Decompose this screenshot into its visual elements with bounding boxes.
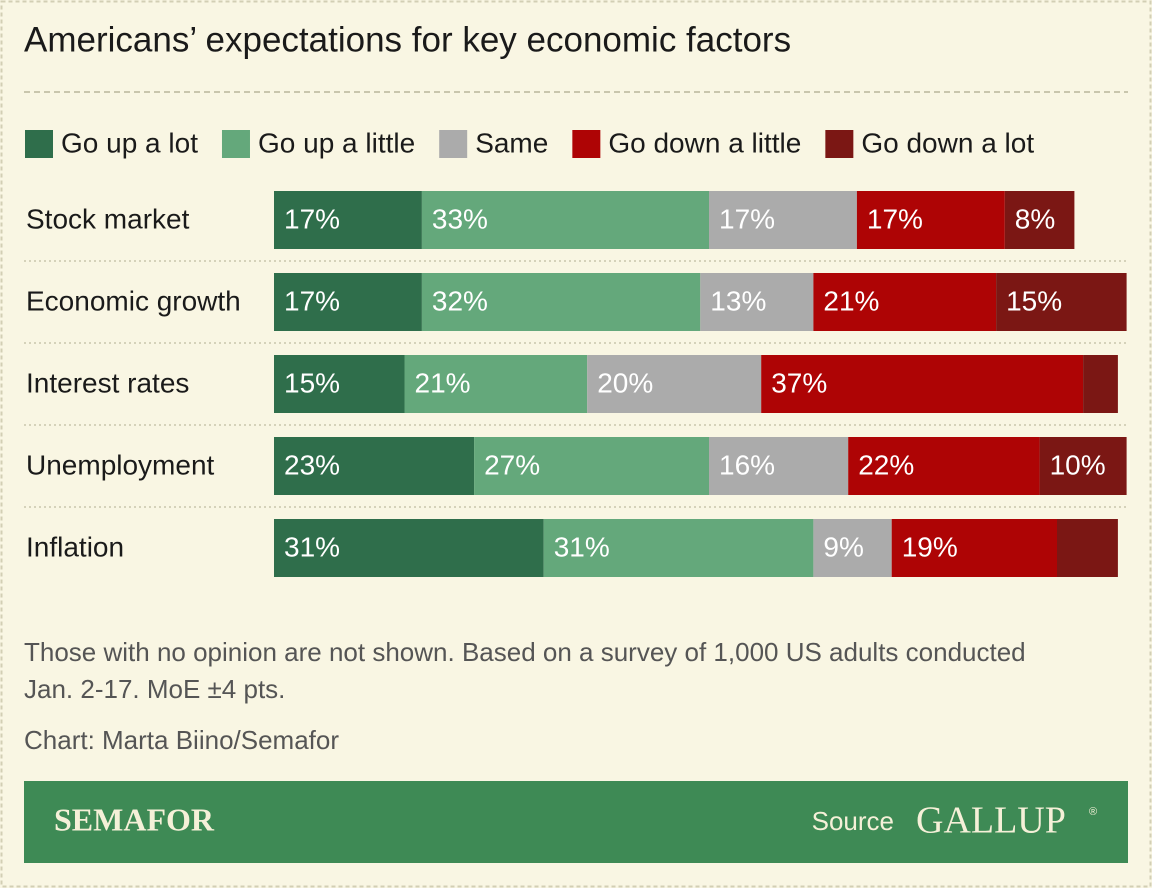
- legend: Go up a lot Go up a little Same Go down a l…: [25, 127, 1034, 158]
- source-label: Source: [812, 806, 894, 836]
- bar-segment: [856, 191, 1005, 249]
- bar-segment: [996, 273, 1127, 331]
- value-label: 17%: [719, 203, 775, 234]
- bar-segment: [543, 519, 814, 577]
- bar-segment: [274, 191, 422, 249]
- value-label: 27%: [484, 449, 540, 480]
- registered-mark: ®: [1089, 806, 1097, 818]
- bar-segment: [709, 191, 857, 249]
- value-label: 21%: [823, 285, 879, 316]
- bar-segment: [709, 437, 849, 495]
- bar-segment: [421, 273, 701, 331]
- legend-label: Same: [475, 127, 548, 158]
- bar-segment: [1057, 519, 1118, 577]
- bar-segment: [274, 519, 544, 577]
- value-label: 9%: [823, 531, 863, 562]
- bar-segment: [761, 355, 1084, 413]
- bar-segment: [1039, 437, 1127, 495]
- legend-swatch: [439, 130, 468, 158]
- bar-segment: [813, 519, 892, 577]
- legend-label: Go down a lot: [861, 127, 1034, 158]
- legend-label: Go up a little: [258, 127, 415, 158]
- value-label: 23%: [284, 449, 340, 480]
- bar-segment: [274, 273, 422, 331]
- value-label: 17%: [284, 203, 340, 234]
- value-label: 33%: [432, 203, 488, 234]
- bar-segment: [1083, 355, 1118, 413]
- value-label: 8%: [1015, 203, 1055, 234]
- category-label: Interest rates: [26, 367, 189, 398]
- bar-segment: [404, 355, 588, 413]
- value-label: 31%: [554, 531, 610, 562]
- category-label: Inflation: [26, 531, 124, 562]
- value-label: 13%: [710, 285, 766, 316]
- legend-swatch: [572, 130, 601, 158]
- value-label: 16%: [719, 449, 775, 480]
- legend-swatch: [221, 130, 250, 158]
- source: GALLUP: [916, 800, 1066, 842]
- value-label: 32%: [432, 285, 488, 316]
- bar-segment: [587, 355, 762, 413]
- bar-segment: [848, 437, 1040, 495]
- bar-segment: [274, 355, 405, 413]
- value-label: 31%: [284, 531, 340, 562]
- value-label: 15%: [284, 367, 340, 398]
- value-label: 20%: [597, 367, 653, 398]
- category-label: Unemployment: [26, 449, 215, 480]
- chart-title: Americans’ expectations for key economic…: [24, 20, 791, 59]
- footer-band: [24, 781, 1128, 863]
- legend-swatch: [25, 130, 53, 158]
- bar-segment: [274, 437, 475, 495]
- value-label: 10%: [1050, 449, 1106, 480]
- value-label: 21%: [415, 367, 471, 398]
- legend-label: Go up a lot: [61, 127, 198, 158]
- value-label: 37%: [771, 367, 827, 398]
- bar-segment: [891, 519, 1057, 577]
- category-label: Stock market: [26, 203, 190, 234]
- value-label: 22%: [858, 449, 914, 480]
- value-label: 19%: [902, 531, 958, 562]
- category-label: Economic growth: [26, 285, 241, 316]
- note: Those with no opinion are not shown. Bas…: [24, 637, 1026, 667]
- value-label: 17%: [284, 285, 340, 316]
- bar-segment: [421, 191, 709, 249]
- plot: Stock market 17% 33% 17% 17% 8% Economic growt…: [24, 191, 1128, 577]
- bar-segment: [813, 273, 997, 331]
- credit: Chart: Marta Biino/Semafor: [24, 725, 339, 755]
- legend-swatch: [825, 130, 854, 158]
- legend-label: Go down a little: [608, 127, 801, 158]
- value-label: 15%: [1006, 285, 1062, 316]
- bar-segment: [700, 273, 814, 331]
- brand: SEMAFOR: [54, 801, 215, 837]
- note: Jan. 2-17. MoE ±4 pts.: [24, 674, 285, 704]
- bar-segment: [1004, 191, 1075, 249]
- bar-segment: [474, 437, 709, 495]
- value-label: 17%: [867, 203, 923, 234]
